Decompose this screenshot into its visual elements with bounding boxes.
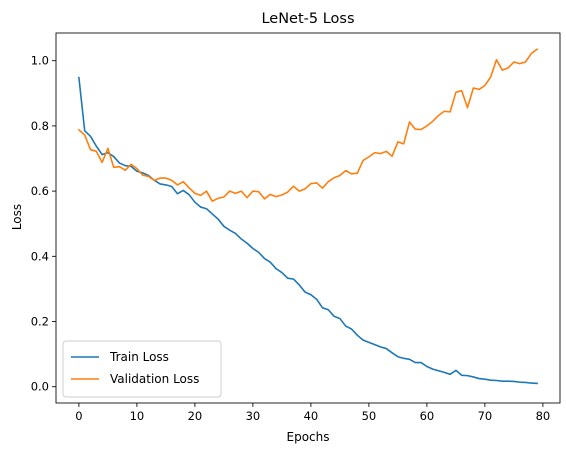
y-tick-label: 0.0	[31, 380, 49, 394]
axes-layer: 0 10 20 30 40 50 60 70 80 0.0 0.2 0.4 0.6 0.8 1.0	[31, 32, 561, 423]
x-tick-label: 70	[478, 409, 493, 423]
series-line-train-loss	[78, 76, 538, 385]
x-tick-label: 30	[246, 409, 261, 423]
x-axis-label: Epochs	[287, 430, 330, 444]
legend-box	[62, 340, 222, 398]
chart-title: LeNet-5 Loss	[261, 11, 354, 27]
y-tick-label: 0.8	[31, 119, 49, 133]
x-tick-label: 20	[188, 409, 203, 423]
y-tick-label: 0.2	[31, 315, 49, 329]
x-tick-label: 80	[536, 409, 551, 423]
y-tick-label: 0.6	[31, 184, 49, 198]
series-layer	[77, 48, 539, 385]
y-tick-label: 0.4	[31, 249, 49, 263]
legend-label: Train Loss	[109, 350, 169, 364]
legend-label: Validation Loss	[110, 372, 199, 386]
series-line-validation-loss	[77, 48, 539, 203]
legend: Train Loss Validation Loss	[62, 340, 222, 398]
x-tick-label: 60	[420, 409, 435, 423]
plot-frame	[55, 32, 561, 404]
x-tick-label: 0	[75, 409, 82, 423]
y-axis-label: Loss	[10, 204, 24, 230]
x-tick-label: 50	[362, 409, 377, 423]
y-tick-label: 1.0	[31, 54, 49, 68]
x-tick-label: 10	[130, 409, 145, 423]
x-tick-label: 40	[304, 409, 319, 423]
